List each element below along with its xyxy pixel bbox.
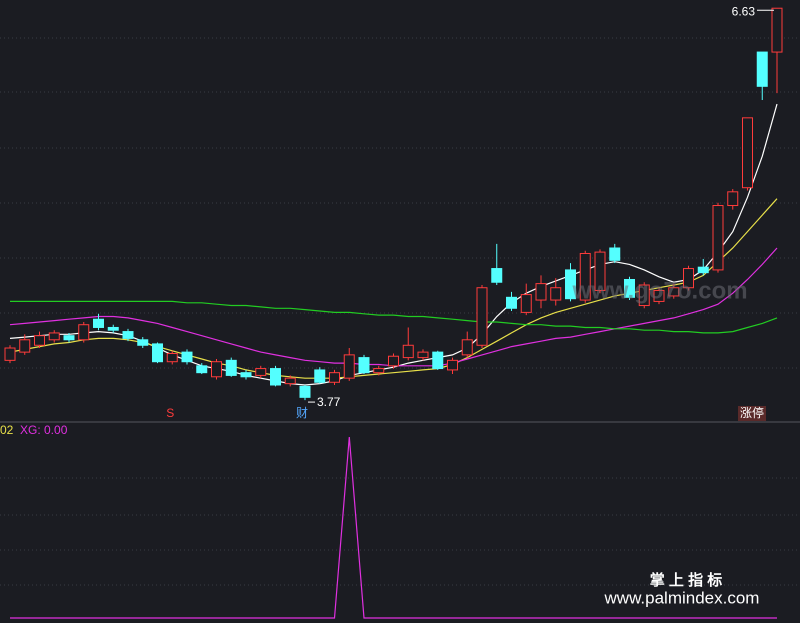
- watermark: www.go7o.com: [571, 277, 747, 304]
- candle-body: [432, 351, 444, 370]
- candle-body: [609, 247, 621, 261]
- candle-body: [579, 252, 591, 301]
- candle-body: [624, 279, 635, 298]
- candle-body: [476, 287, 488, 346]
- candle-body: [240, 372, 252, 378]
- candle-body: [152, 343, 163, 363]
- watermark: 掌 上 指 标: [650, 571, 723, 589]
- candle-body: [402, 344, 414, 359]
- watermark: www.palmindex.com: [604, 588, 760, 607]
- candle-body: [93, 318, 104, 328]
- candle-body: [550, 287, 562, 301]
- indicator-line: [10, 436, 777, 619]
- candle-body: [668, 287, 680, 297]
- candle-body: [299, 385, 311, 398]
- candle-body: [653, 289, 665, 302]
- candle-body: [491, 268, 503, 283]
- candle-body: [343, 354, 355, 379]
- high-label: 6.63: [732, 4, 756, 18]
- candle-body: [284, 377, 296, 385]
- candle-body: [255, 368, 267, 376]
- candle-body: [166, 352, 178, 363]
- candle-body: [727, 191, 739, 207]
- limit-up-box: [738, 406, 766, 421]
- candle-body: [506, 296, 517, 309]
- candle-body: [742, 117, 753, 189]
- candle-body: [520, 294, 532, 313]
- ma-line: [10, 300, 778, 334]
- candle-body: [78, 324, 90, 341]
- indicator-label: XG: 0.00: [20, 423, 68, 437]
- candle-body: [181, 351, 193, 363]
- candle-body: [48, 332, 60, 341]
- signal-marker: S: [166, 406, 174, 420]
- candle-body: [107, 326, 119, 331]
- event-marker: 财: [296, 406, 308, 420]
- candle-body: [417, 351, 429, 359]
- candle-body: [461, 339, 473, 356]
- limit-up-marker: 涨停: [740, 405, 764, 420]
- candle-body: [388, 355, 399, 367]
- candle-body: [712, 205, 724, 271]
- candle-body: [314, 369, 326, 383]
- candle-body: [447, 359, 458, 371]
- indicator-label: 02: [0, 423, 14, 437]
- candle-body: [565, 269, 576, 300]
- candle-body: [683, 268, 694, 289]
- candle-body: [697, 266, 709, 274]
- candle-body: [63, 335, 75, 341]
- candle-body: [638, 284, 650, 307]
- candle-body: [756, 51, 768, 87]
- low-label: 3.77: [317, 395, 341, 409]
- candle-body: [270, 368, 281, 386]
- grid: [0, 37, 800, 586]
- candle-body: [196, 365, 208, 374]
- candle-body: [211, 361, 222, 378]
- candle-body: [19, 339, 31, 353]
- candle-body: [594, 251, 606, 291]
- candle-body: [137, 339, 149, 346]
- candle-body: [535, 283, 547, 301]
- candle-body: [225, 359, 237, 376]
- candle-body: [4, 347, 16, 361]
- candle-body: [329, 372, 340, 383]
- candle-body: [771, 7, 783, 53]
- candle-body: [358, 357, 370, 374]
- candle-body: [373, 368, 385, 374]
- candle-body: [122, 331, 134, 339]
- candle-body: [34, 335, 45, 346]
